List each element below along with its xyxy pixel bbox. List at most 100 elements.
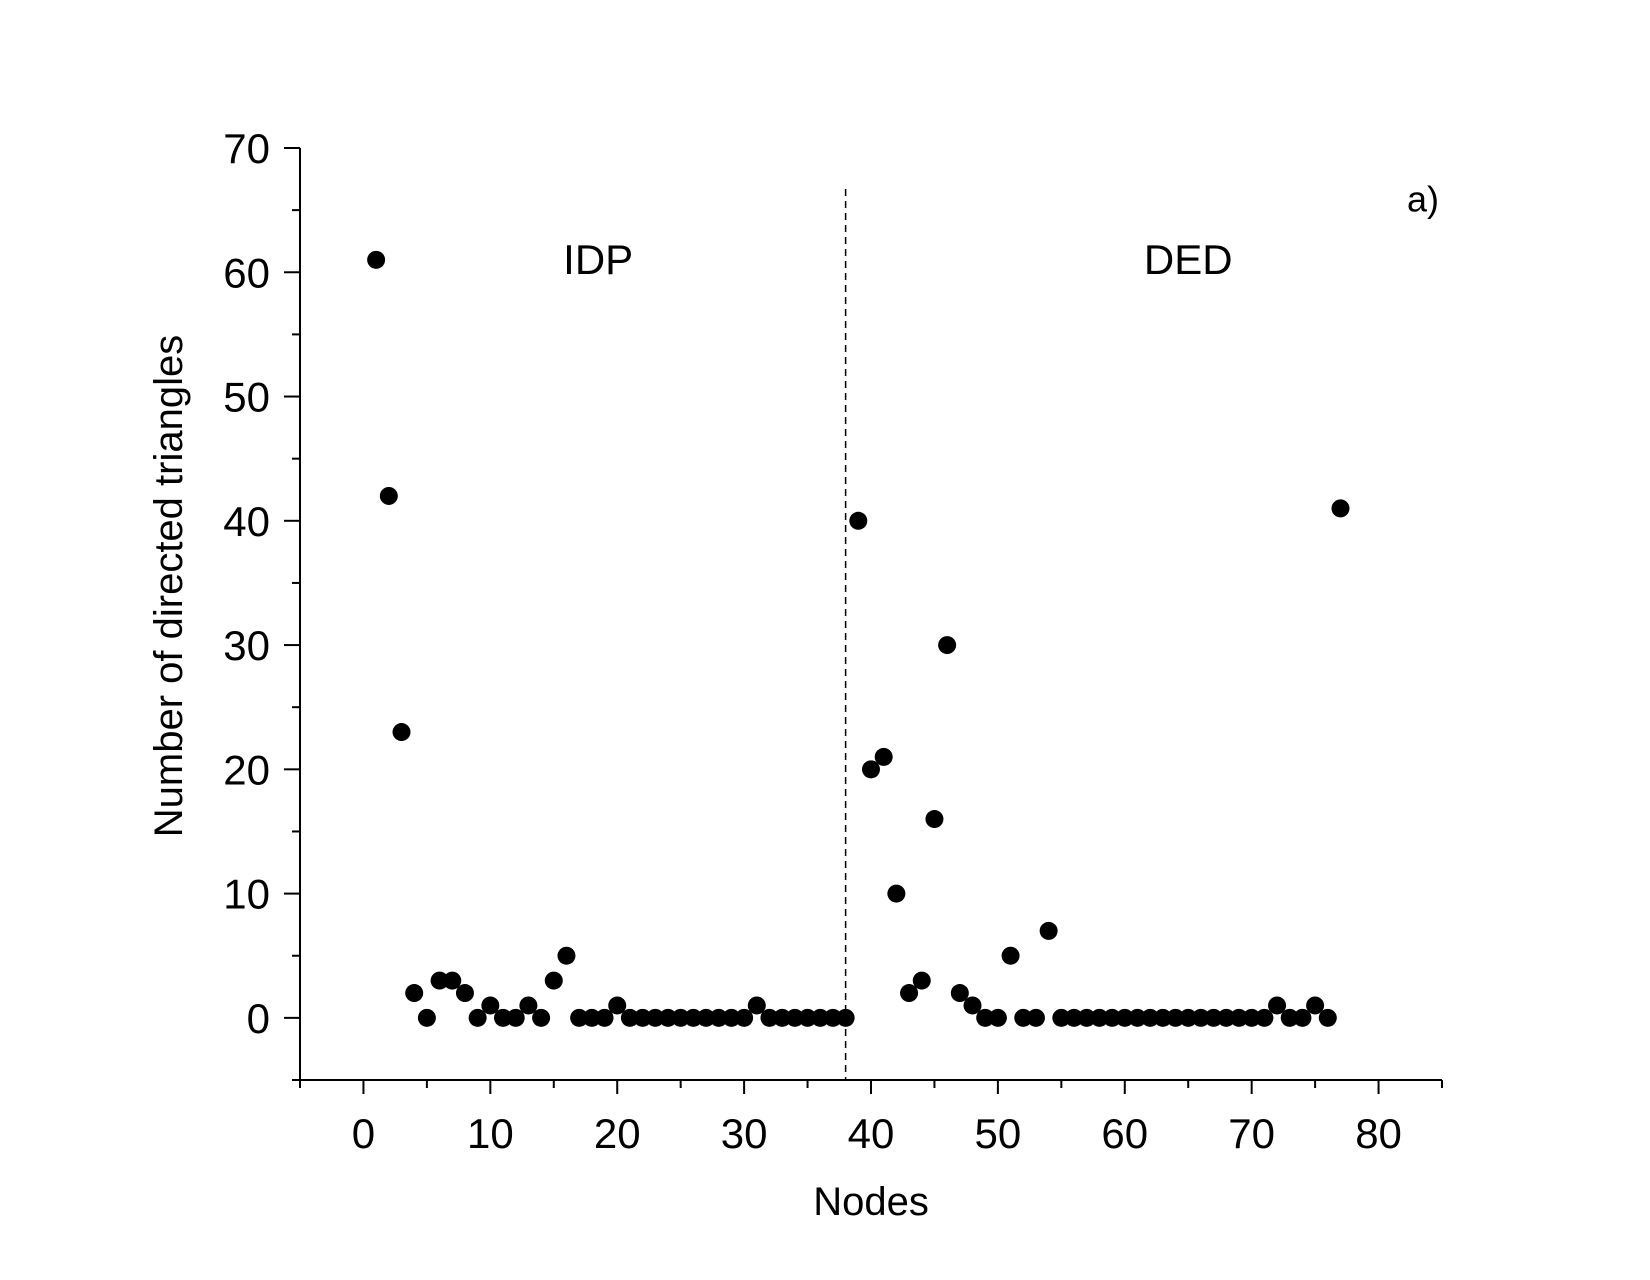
data-point (1268, 996, 1287, 1015)
x-tick-label: 60 (1101, 1110, 1148, 1157)
data-point (1166, 1008, 1185, 1027)
data-point (620, 1008, 639, 1027)
data-point (976, 1008, 995, 1027)
data-point (506, 1008, 525, 1027)
data-point (519, 996, 538, 1015)
data-point (1026, 1008, 1045, 1027)
annotations: IDP DED a) (563, 179, 1439, 283)
x-tick-label: 10 (467, 1110, 514, 1157)
data-point (1153, 1008, 1172, 1027)
data-point (836, 1008, 855, 1027)
data-point (735, 1008, 754, 1027)
y-tick-label: 50 (223, 374, 270, 421)
data-point (570, 1008, 589, 1027)
data-point (773, 1008, 792, 1027)
x-tick-label: 30 (721, 1110, 768, 1157)
data-point (900, 984, 919, 1003)
data-point (468, 1008, 487, 1027)
data-point (1191, 1008, 1210, 1027)
data-point (1229, 1008, 1248, 1027)
data-points (367, 250, 1350, 1027)
data-point (684, 1008, 703, 1027)
data-point (1280, 1008, 1299, 1027)
data-point (494, 1008, 513, 1027)
data-point (557, 946, 576, 965)
data-point (1115, 1008, 1134, 1027)
data-point (1255, 1008, 1274, 1027)
data-point (722, 1008, 741, 1027)
data-point (392, 723, 411, 742)
y-tick-label: 60 (223, 249, 270, 296)
data-point (785, 1008, 804, 1027)
y-tick-label: 70 (223, 125, 270, 172)
annotation-idp: IDP (563, 236, 633, 283)
data-point (405, 984, 424, 1003)
data-point (1293, 1008, 1312, 1027)
y-axis-title: Number of directed triangles (147, 335, 191, 837)
data-point (455, 984, 474, 1003)
data-point (849, 511, 868, 530)
data-point (1141, 1008, 1160, 1027)
data-point (658, 1008, 677, 1027)
data-point (1052, 1008, 1071, 1027)
data-point (1090, 1008, 1109, 1027)
data-point (532, 1008, 551, 1027)
data-point (811, 1008, 830, 1027)
data-point (430, 971, 449, 990)
x-tick-label: 20 (594, 1110, 641, 1157)
data-point (1077, 1008, 1096, 1027)
data-point (874, 747, 893, 766)
data-point (862, 760, 880, 779)
data-point (417, 1008, 436, 1027)
data-point (963, 996, 982, 1015)
data-point (443, 971, 462, 990)
x-tick-label: 40 (848, 1110, 895, 1157)
data-point (481, 996, 500, 1015)
annotation-panel: a) (1407, 179, 1439, 220)
data-point (1128, 1008, 1147, 1027)
data-point (1204, 1008, 1223, 1027)
x-tick-label: 80 (1355, 1110, 1402, 1157)
x-axis-title: Nodes (813, 1180, 929, 1224)
data-point (925, 810, 944, 829)
data-point (988, 1008, 1007, 1027)
y-tick-label: 10 (223, 871, 270, 918)
data-point (1318, 1008, 1337, 1027)
data-point (646, 1008, 665, 1027)
data-point (1217, 1008, 1236, 1027)
x-tick-label: 0 (352, 1110, 375, 1157)
data-point (709, 1008, 728, 1027)
data-point (1103, 1008, 1122, 1027)
data-point (747, 996, 766, 1015)
data-point (1065, 1008, 1084, 1027)
data-point (950, 984, 969, 1003)
data-point (1179, 1008, 1198, 1027)
data-point (938, 636, 957, 655)
data-point (582, 1008, 601, 1027)
y-tick-label: 30 (223, 622, 270, 669)
data-point (1242, 1008, 1261, 1027)
data-point (887, 884, 906, 903)
x-tick-label: 70 (1228, 1110, 1275, 1157)
data-point (608, 996, 627, 1015)
data-point (697, 1008, 716, 1027)
annotation-ded: DED (1144, 236, 1233, 283)
data-point (1014, 1008, 1033, 1027)
data-point (912, 971, 931, 990)
data-point (1306, 996, 1325, 1015)
data-point (1001, 946, 1020, 965)
x-tick-label: 50 (975, 1110, 1022, 1157)
y-tick-label: 20 (223, 746, 270, 793)
data-point (379, 486, 398, 505)
data-point (1331, 499, 1350, 518)
data-point (633, 1008, 652, 1027)
data-point (798, 1008, 817, 1027)
data-point (544, 971, 563, 990)
y-tick-label: 40 (223, 498, 270, 545)
data-point (823, 1008, 842, 1027)
data-point (671, 1008, 690, 1027)
axes: 0 10 20 30 40 50 60 70 80 0 10 20 30 40 50 60 70 (223, 125, 1443, 1157)
data-point (367, 250, 386, 269)
